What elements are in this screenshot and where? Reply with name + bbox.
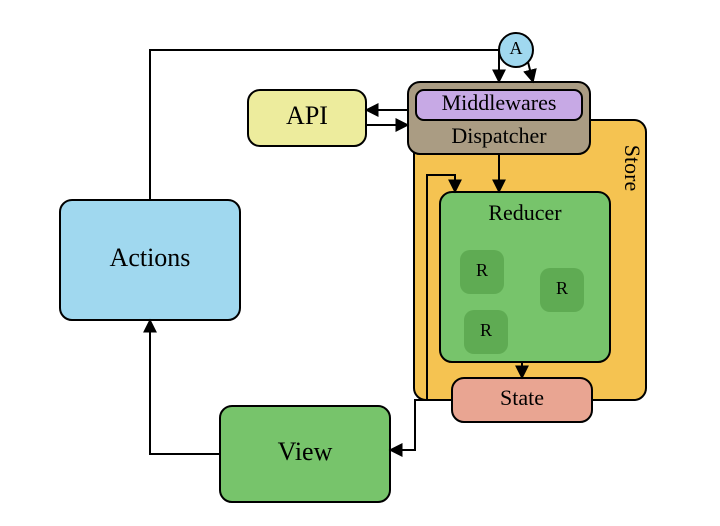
edge-view-to-actions [150,320,220,454]
edge-token-to-dispatcher [528,62,533,82]
api-label: API [286,101,328,130]
middlewares-box: Middlewares [416,90,582,120]
view-label: View [278,437,333,466]
api-box: API [248,90,366,146]
redux-flow-diagram: Store Dispatcher Middlewares Reducer R R… [0,0,720,526]
reducer-child-2: R [540,268,584,312]
r2-label: R [556,278,568,298]
action-token: A [499,33,533,67]
dispatcher-label: Dispatcher [451,123,547,148]
actions-label: Actions [110,243,191,272]
view-box: View [220,406,390,502]
middlewares-label: Middlewares [442,90,557,115]
reducer-label: Reducer [488,200,562,225]
r3-label: R [480,320,492,340]
edge-state-to-view [390,400,452,450]
r1-label: R [476,260,488,280]
state-box: State [452,378,592,422]
reducer-child-1: R [460,250,504,294]
actions-box: Actions [60,200,240,320]
action-token-label: A [510,38,523,58]
store-label: Store [620,145,645,191]
state-label: State [500,385,544,410]
reducer-child-3: R [464,310,508,354]
